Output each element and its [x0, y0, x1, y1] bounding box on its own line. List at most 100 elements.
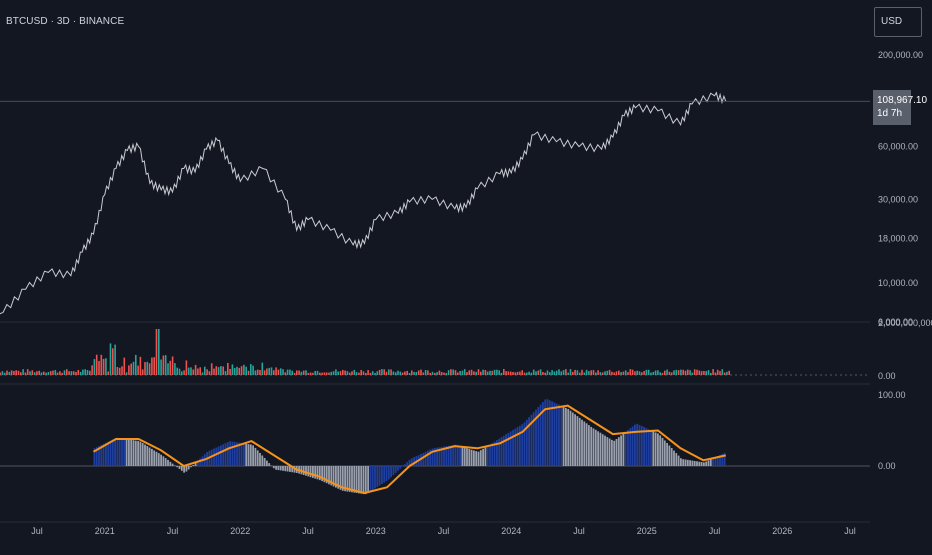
- volume-bar: [178, 368, 181, 375]
- oscillator-bar: [183, 466, 185, 473]
- volume-bar: [171, 356, 174, 375]
- oscillator-bar: [528, 417, 530, 466]
- oscillator-bar: [302, 466, 305, 475]
- oscillator-bar: [275, 466, 277, 470]
- volume-bar: [114, 344, 116, 375]
- volume-bar: [33, 372, 36, 375]
- volume-bar: [339, 371, 342, 375]
- volume-bar: [682, 369, 684, 375]
- oscillator-bar: [700, 462, 703, 466]
- oscillator-bar: [353, 466, 356, 493]
- volume-bar: [673, 370, 675, 375]
- oscillator-bar: [116, 437, 119, 466]
- volume-bar: [404, 371, 406, 375]
- volume-bar: [647, 369, 650, 375]
- oscillator-bar: [95, 447, 98, 466]
- oscillator-bar: [627, 430, 629, 466]
- volume-bar: [325, 372, 328, 375]
- volume-bar: [664, 370, 666, 375]
- time-axis-tick-label: Jul: [709, 526, 721, 536]
- oscillator-bar: [516, 427, 519, 466]
- volume-bar: [330, 371, 333, 375]
- volume-bar: [698, 370, 701, 375]
- volume-bar: [220, 366, 222, 375]
- volume-bar: [558, 369, 560, 375]
- oscillator-bar: [689, 460, 691, 466]
- volume-bar: [599, 372, 602, 375]
- oscillator-bar: [243, 443, 245, 466]
- price-axis-tick-label: 10,000.00: [878, 278, 918, 288]
- oscillator-bar: [346, 466, 349, 492]
- oscillator-bar: [231, 441, 234, 466]
- currency-button[interactable]: USD: [874, 7, 922, 37]
- oscillator-bar: [279, 466, 282, 471]
- oscillator-bar: [137, 440, 139, 466]
- volume-bar: [629, 369, 632, 375]
- oscillator-bar: [286, 466, 289, 472]
- oscillator-bar: [93, 448, 96, 467]
- volume-bar: [466, 372, 468, 375]
- volume-bar: [714, 372, 717, 375]
- volume-bar: [454, 370, 457, 375]
- volume-bar: [72, 371, 75, 375]
- oscillator-bar: [696, 461, 698, 466]
- oscillator-bar: [500, 437, 503, 466]
- volume-bar: [132, 361, 135, 375]
- volume-bar: [273, 370, 275, 375]
- oscillator-bar: [318, 466, 321, 481]
- oscillator-bar: [321, 466, 323, 482]
- oscillator-bar: [650, 430, 652, 466]
- volume-bar: [459, 371, 461, 375]
- oscillator-bar: [422, 452, 425, 466]
- volume-bar: [445, 372, 448, 375]
- volume-bar: [61, 372, 63, 375]
- volume-bar: [236, 366, 238, 375]
- oscillator-bar: [491, 443, 494, 466]
- volume-bar: [374, 372, 376, 375]
- volume-bar: [118, 367, 121, 375]
- volume-bar: [362, 371, 365, 375]
- oscillator-signal-line: [93, 404, 727, 494]
- oscillator-bar: [355, 466, 358, 493]
- volume-bar: [509, 371, 512, 375]
- volume-bar: [312, 372, 314, 375]
- oscillator-bar: [291, 466, 294, 473]
- volume-bar: [151, 357, 153, 375]
- oscillator-bar: [482, 448, 484, 466]
- volume-bar: [289, 369, 291, 375]
- oscillator-bar: [226, 442, 229, 466]
- oscillator-bar: [256, 450, 259, 466]
- volume-bar: [45, 372, 47, 375]
- volume-bar: [721, 369, 724, 375]
- oscillator-bar: [652, 431, 655, 466]
- oscillator-bar: [636, 423, 639, 466]
- volume-bar: [91, 365, 93, 375]
- oscillator-bar: [176, 466, 179, 468]
- oscillator-bar: [445, 446, 448, 466]
- oscillator-bar: [436, 447, 438, 466]
- volume-bar: [546, 370, 549, 375]
- oscillator-bar: [542, 402, 544, 466]
- volume-bar: [307, 372, 310, 375]
- oscillator-bar: [661, 437, 664, 466]
- volume-bar: [480, 371, 482, 375]
- oscillator-bar: [640, 425, 643, 466]
- oscillator-bar: [544, 399, 547, 466]
- oscillator-bar: [268, 463, 271, 466]
- volume-bar: [500, 372, 503, 375]
- volume-bar: [463, 369, 466, 375]
- oscillator-bar: [358, 466, 360, 494]
- oscillator-bar: [259, 453, 261, 466]
- oscillator-bar: [714, 457, 717, 466]
- oscillator-bar: [450, 445, 452, 466]
- oscillator-bar: [590, 426, 593, 466]
- oscillator-bar: [401, 466, 404, 467]
- oscillator-bar: [392, 466, 395, 476]
- price-axis-tick-label: 60,000.00: [878, 142, 918, 152]
- price-axis-tick-label: 6,000.00: [878, 317, 913, 327]
- volume-bar: [187, 367, 190, 375]
- time-axis-tick-label: 2024: [501, 526, 521, 536]
- volume-bar: [595, 372, 597, 375]
